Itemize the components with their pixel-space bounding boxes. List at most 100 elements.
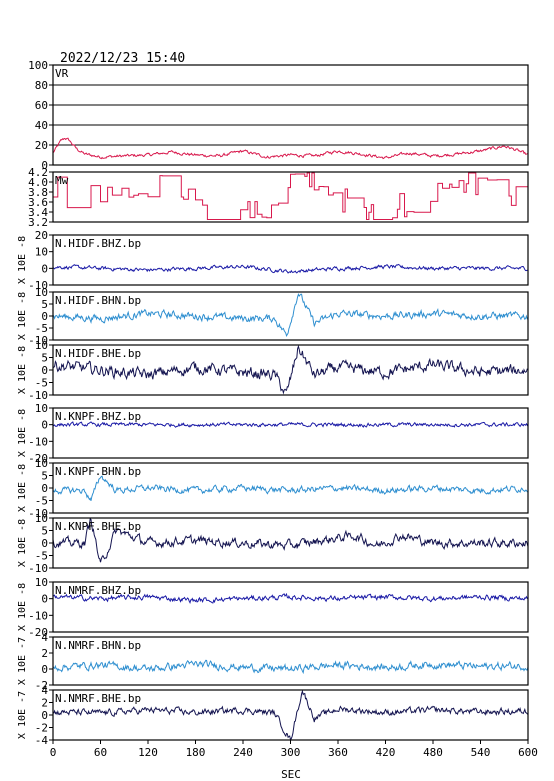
y-tick-label: 0: [41, 537, 48, 550]
panel-label: VR: [55, 67, 69, 80]
y-tick-label: 5: [41, 298, 48, 311]
x-axis: 0 60 120 180 240 300 360 420 480 540 600: [50, 740, 538, 759]
y-tick-label: 3.4: [28, 206, 48, 219]
y-tick-label: 10: [35, 512, 48, 525]
y-axis-label: X 10E -8: [17, 464, 28, 512]
x-tick-label: 60: [94, 746, 107, 759]
panel-frame: [52, 344, 529, 396]
panel-n-knpf-bhz-bp: -20 -10 0 10 X 10E -8 N.KNPF.BHZ.bp: [17, 402, 529, 465]
y-tick-label: 20: [35, 229, 48, 242]
x-tick-label: 480: [423, 746, 443, 759]
y-tick-label: -5: [35, 550, 48, 563]
panel-label: N.NMRF.BHN.bp: [55, 639, 141, 652]
y-axis-label: X 10E -8: [17, 292, 28, 340]
y-tick-label: 5: [41, 470, 48, 483]
x-tick-label: 540: [471, 746, 491, 759]
panel-label: N.NMRF.BHE.bp: [55, 692, 141, 705]
trace-line: [53, 137, 528, 160]
y-tick-label: 0: [41, 663, 48, 676]
y-axis-label: X 10E -7: [17, 637, 28, 685]
panel-label: N.NMRF.BHZ.bp: [55, 584, 141, 597]
x-tick-label: 0: [50, 746, 57, 759]
panel-frame: [52, 291, 529, 341]
y-tick-label: -10: [28, 279, 48, 292]
y-tick-label: -10: [28, 562, 48, 575]
y-tick-label: 60: [35, 99, 48, 112]
y-tick-label: 2: [41, 647, 48, 660]
y-tick-label: -10: [28, 389, 48, 402]
y-tick-label: 0: [41, 159, 48, 172]
panel-frame: [52, 581, 529, 633]
y-tick-label: 3.6: [28, 196, 48, 209]
y-tick-label: 4: [41, 684, 48, 697]
y-tick-label: 5: [41, 525, 48, 538]
x-tick-label: 240: [233, 746, 253, 759]
panel-label: N.KNPF.BHN.bp: [55, 465, 141, 478]
x-tick-label: 120: [138, 746, 158, 759]
trace-line: [53, 592, 528, 605]
y-axis-label: X 10E -8: [17, 583, 28, 631]
y-tick-label: -5: [35, 377, 48, 390]
y-tick-label: 0: [41, 709, 48, 722]
panel-n-nmrf-bhz-bp: -20 -10 0 10 X 10E -8 N.NMRF.BHZ.bp: [17, 576, 529, 639]
y-tick-label: -4: [35, 734, 49, 747]
panel-frame: [52, 517, 529, 569]
trace-line: [53, 518, 528, 563]
panel-frame: [52, 171, 529, 223]
x-tick-label: 600: [518, 746, 538, 759]
panel-frame: [52, 64, 529, 166]
trace-line: [53, 475, 528, 501]
y-tick-label: 20: [35, 139, 48, 152]
x-tick-label: 420: [376, 746, 396, 759]
y-tick-label: 10: [35, 457, 48, 470]
y-tick-label: -20: [28, 626, 48, 639]
panel-n-hidf-bhz-bp: -10 0 10 20 X 10E -8 N.HIDF.BHZ.bp: [17, 229, 529, 292]
y-tick-label: -2: [35, 679, 48, 692]
trace-line: [53, 421, 528, 428]
y-tick-label: 10: [35, 246, 48, 259]
y-tick-label: 0: [41, 419, 48, 432]
y-axis-label: X 10E -8: [17, 409, 28, 457]
trace-line: [53, 263, 528, 274]
y-tick-label: -5: [35, 495, 48, 508]
y-tick-label: 5: [41, 352, 48, 365]
panel-frame: [52, 407, 529, 459]
panel-mw: 3.23.43.63.84.04.2 Mw: [28, 166, 529, 229]
y-tick-label: -10: [28, 435, 48, 448]
y-axis-label: X 10E -8: [17, 519, 28, 567]
y-tick-label: 40: [35, 119, 48, 132]
trace-line: [53, 293, 528, 338]
panel-n-nmrf-bhn-bp: -2 0 2 4 X 10E -7 N.NMRF.BHN.bp: [17, 631, 529, 692]
y-tick-label: 4.0: [28, 176, 48, 189]
trace-line: [53, 172, 528, 220]
y-tick-label: 0: [41, 593, 48, 606]
y-tick-label: 80: [35, 79, 48, 92]
panel-frame: [52, 636, 529, 686]
y-tick-label: 10: [35, 576, 48, 589]
y-axis-label: X 10E -8: [17, 346, 28, 394]
y-tick-label: 0: [41, 364, 48, 377]
y-tick-label: 0: [41, 310, 48, 323]
panel-label: N.HIDF.BHE.bp: [55, 347, 141, 360]
y-tick-label: 2: [41, 697, 48, 710]
panel-label: N.HIDF.BHZ.bp: [55, 237, 141, 250]
y-tick-label: 10: [35, 402, 48, 415]
y-tick-label: 3.8: [28, 186, 48, 199]
panel-label: Mw: [55, 174, 69, 187]
y-tick-label: 100: [28, 59, 48, 72]
x-tick-label: 180: [186, 746, 206, 759]
y-axis-label: X 10E -7: [17, 691, 28, 739]
y-tick-label: 10: [35, 286, 48, 299]
y-tick-label: 0: [41, 482, 48, 495]
y-tick-label: 4.2: [28, 166, 48, 179]
panel-label: N.HIDF.BHN.bp: [55, 294, 141, 307]
trace-line: [53, 345, 528, 395]
y-tick-label: 3.2: [28, 216, 48, 229]
y-tick-label: -10: [28, 609, 48, 622]
x-tick-label: 300: [281, 746, 301, 759]
